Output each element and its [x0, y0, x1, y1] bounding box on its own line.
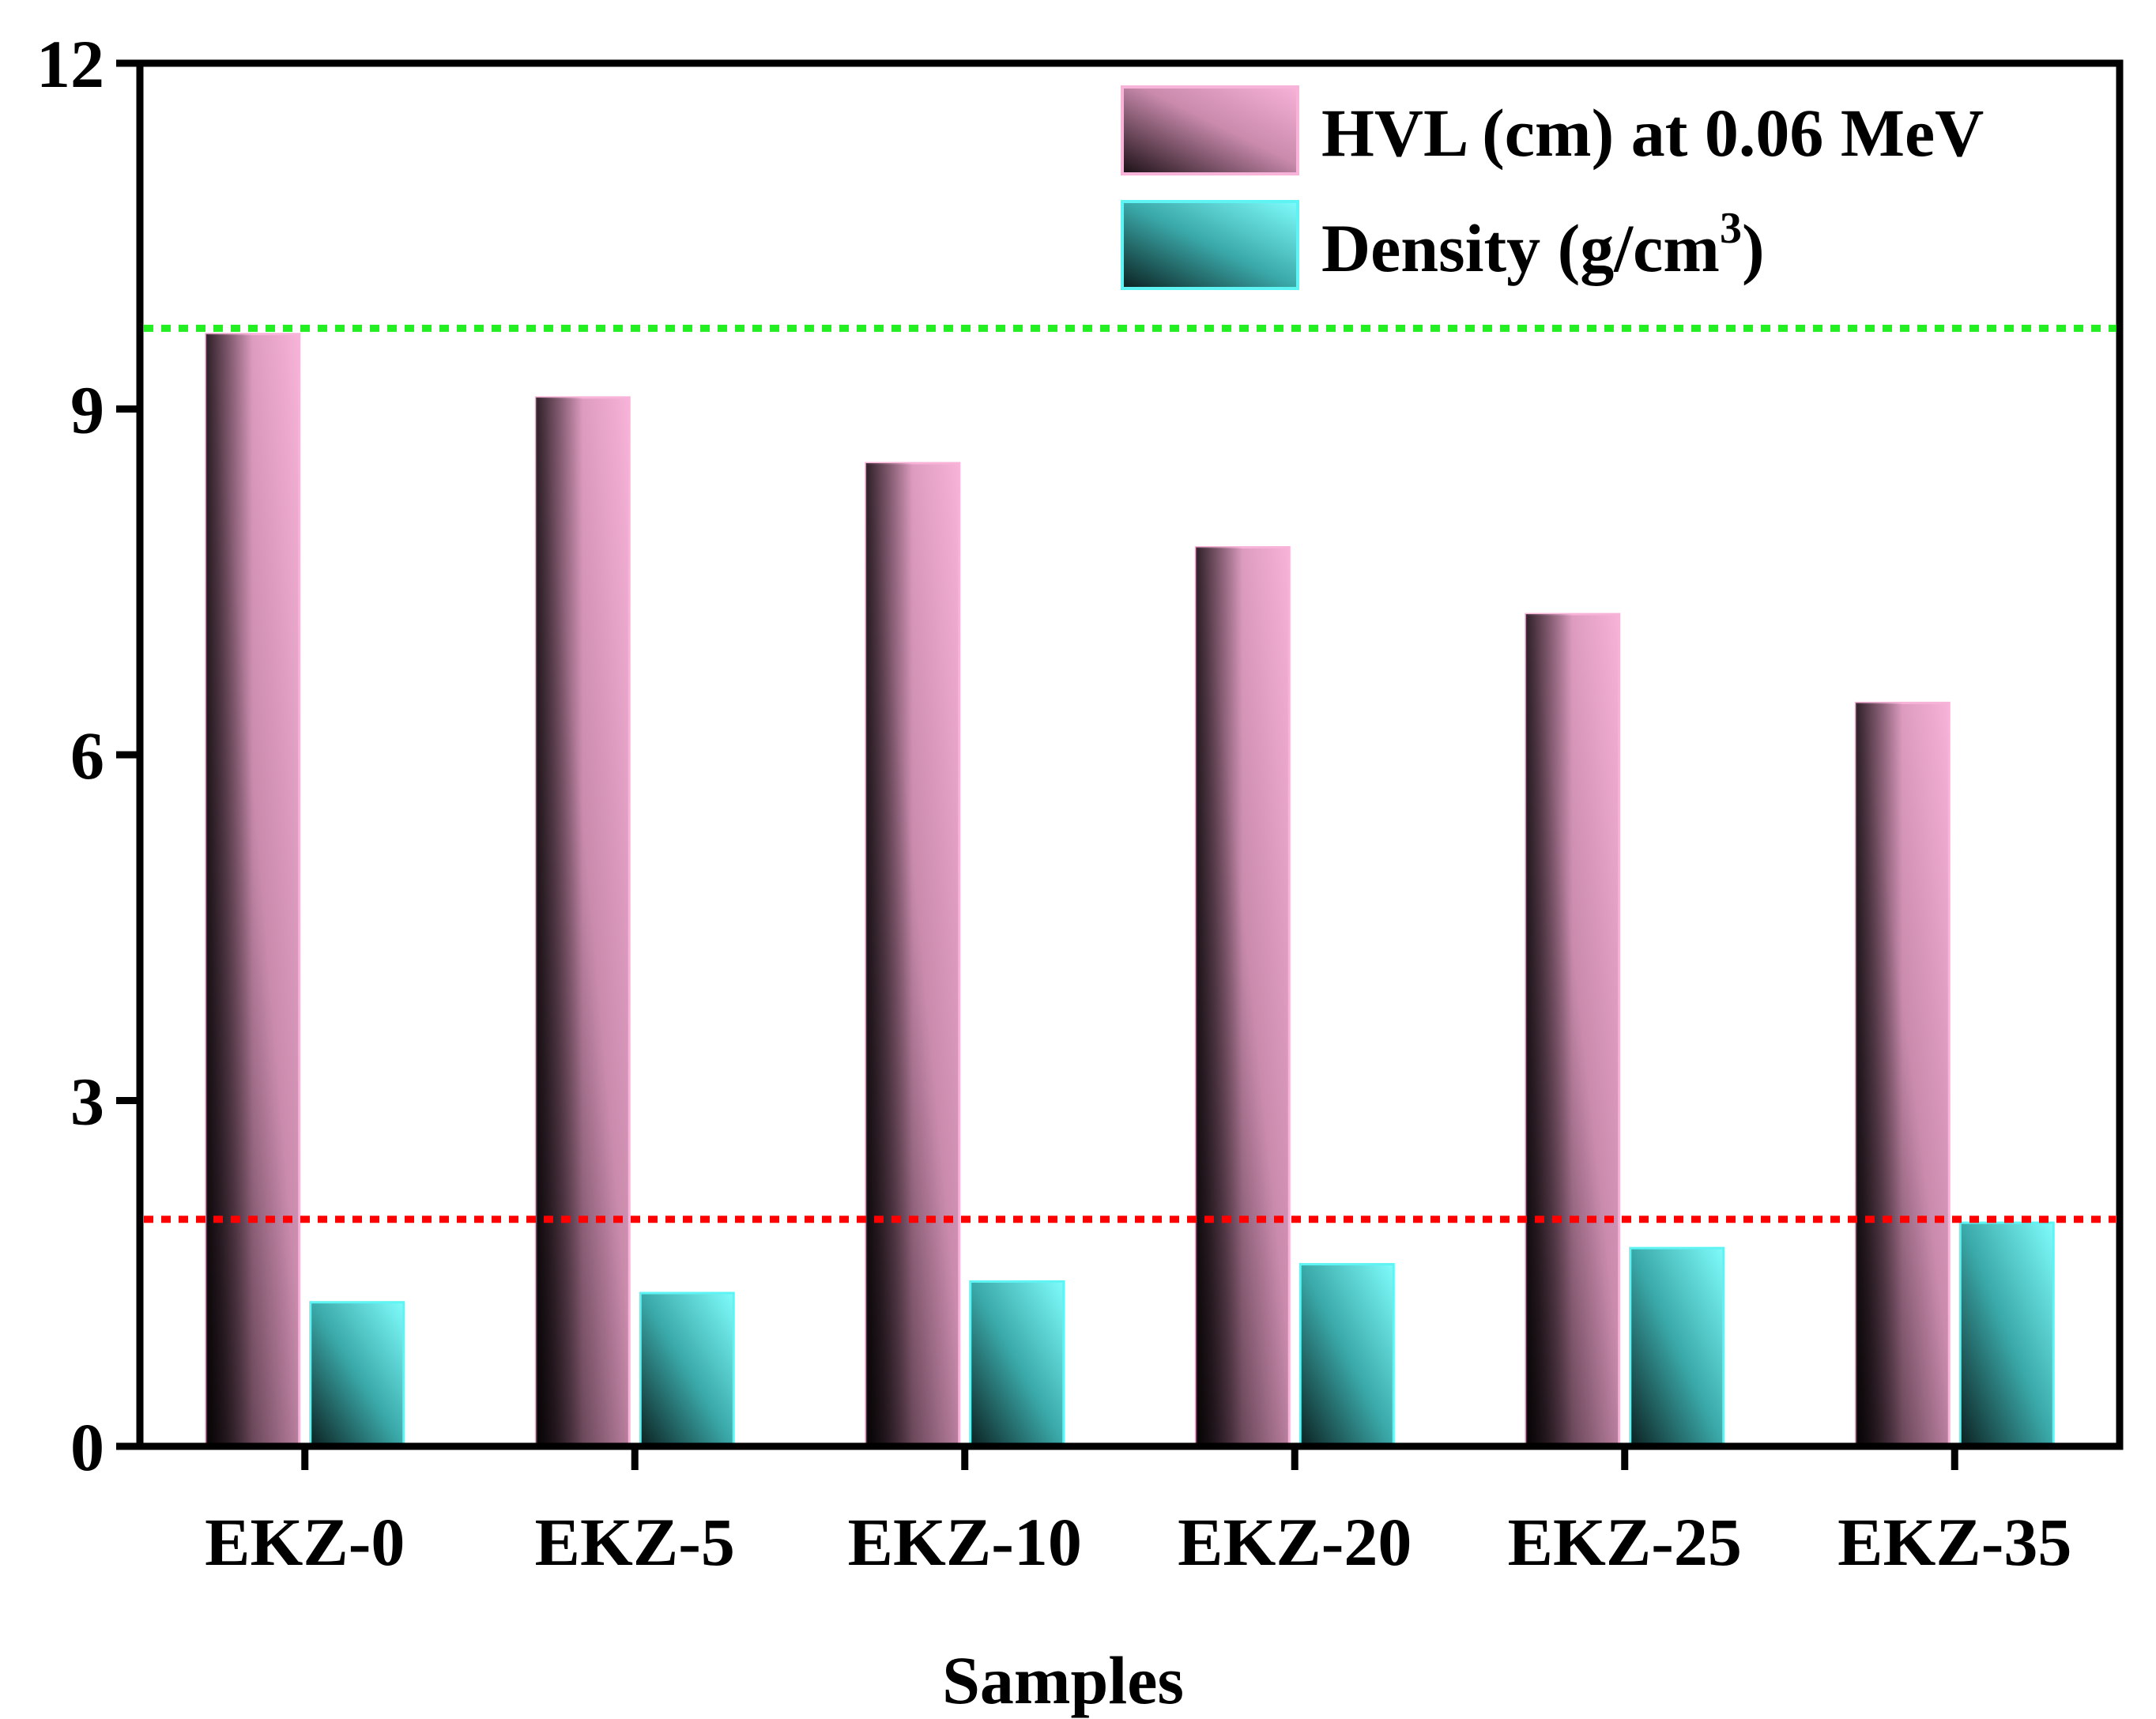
bar-hvl-shade-ekz-0 — [205, 334, 300, 1446]
y-tick-label-9: 9 — [70, 372, 104, 448]
x-axis-label: Samples — [942, 1642, 1184, 1718]
reference-lines-layer — [144, 324, 2116, 1223]
legend-swatch-density — [1121, 200, 1299, 290]
bar-density-ekz-10 — [969, 1280, 1065, 1448]
bar-hvl-shade-ekz-25 — [1525, 614, 1619, 1447]
bar-density-ekz-35 — [1958, 1221, 2055, 1448]
bar-hvl-shade-ekz-35 — [1856, 703, 1950, 1446]
bar-density-ekz-5 — [639, 1291, 735, 1448]
bar-hvl-shade-ekz-10 — [865, 463, 959, 1446]
bar-hvl-shade-ekz-20 — [1196, 547, 1290, 1446]
x-tick-label-ekz-5: EKZ-5 — [535, 1504, 735, 1580]
y-axis: 0 3 6 9 12 — [36, 26, 140, 1485]
bar-density-ekz-20 — [1298, 1263, 1395, 1448]
bars-layer — [205, 333, 2055, 1448]
x-tick-label-ekz-25: EKZ-25 — [1508, 1504, 1742, 1580]
legend-label-density: Density (g/cm3) — [1321, 204, 1765, 286]
x-tick-label-ekz-35: EKZ-35 — [1838, 1504, 2071, 1580]
x-tick-label-ekz-20: EKZ-20 — [1178, 1504, 1412, 1580]
x-tick-label-ekz-10: EKZ-10 — [848, 1504, 1082, 1580]
legend-superscript: 3 — [1720, 204, 1742, 253]
bar-density-ekz-25 — [1629, 1246, 1725, 1448]
legend-label-hvl: HVL (cm) at 0.06 MeV — [1321, 95, 1984, 171]
bar-hvl-shade-ekz-5 — [536, 397, 630, 1447]
legend-swatch-hvl — [1121, 85, 1299, 175]
y-tick-label-3: 3 — [70, 1064, 104, 1140]
y-tick-label-12: 12 — [36, 26, 104, 102]
legend: HVL (cm) at 0.06 MeV Density (g/cm3) — [1121, 85, 1984, 290]
bar-density-ekz-0 — [309, 1301, 405, 1448]
x-axis: EKZ-0 EKZ-5 EKZ-10 EKZ-20 EKZ-25 EKZ-35 — [205, 1446, 2071, 1580]
y-tick-label-0: 0 — [70, 1409, 104, 1485]
y-tick-label-6: 6 — [70, 718, 104, 794]
x-tick-label-ekz-0: EKZ-0 — [205, 1504, 405, 1580]
